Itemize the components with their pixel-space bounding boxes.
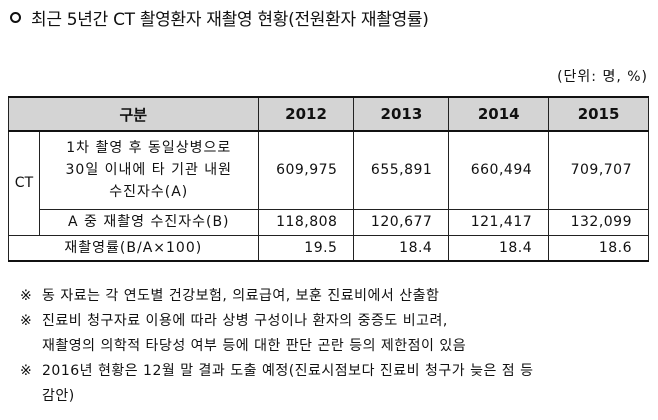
row-label-line: 수진자수(A) <box>109 184 189 201</box>
footnote-line: 동 자료는 각 연도별 건강보험, 의료급여, 보훈 진료비에서 산출함 <box>42 288 440 304</box>
footnote-line: 2016년 현황은 12월 말 결과 도출 예정(진료시점보다 진료비 청구가 … <box>42 363 534 379</box>
row-label-line: 30일 이내에 타 기관 내원 <box>65 162 233 179</box>
header-year: 2013 <box>353 96 450 132</box>
table-row: CT 1차 촬영 후 동일상병으로 30일 이내에 타 기관 내원 수진자수(A… <box>8 130 649 236</box>
header-category: 구분 <box>8 96 259 132</box>
row-label: A 중 재촬영 수진자수(B) <box>38 208 259 236</box>
row-label: 재촬영률(B/A×100) <box>8 234 259 262</box>
statistics-table: 구분 2012 2013 2014 2015 CT 1차 촬영 후 동일상병으로… <box>8 96 649 262</box>
table-row: A 중 재촬영 수진자수(B) 118,808 120,677 121,417 … <box>9 208 649 236</box>
table-cell: 19.5 <box>257 234 355 262</box>
reference-mark-icon: ※ <box>20 288 33 304</box>
circle-bullet-icon <box>10 11 21 23</box>
table-cell: 121,417 <box>448 208 550 236</box>
header-year: 2012 <box>257 96 355 132</box>
footnotes: ※ 동 자료는 각 연도별 건강보험, 의료급여, 보훈 진료비에서 산출함 ※… <box>20 284 534 409</box>
footnote-line: 진료비 청구자료 이용에 따라 상병 구성이나 환자의 중증도 비고려, <box>42 313 448 329</box>
table-cell: 18.4 <box>448 234 550 262</box>
footnote: ※ 진료비 청구자료 이용에 따라 상병 구성이나 환자의 중증도 비고려, 재… <box>20 309 534 359</box>
table-cell: 660,494 <box>448 130 550 210</box>
footnote: ※ 2016년 현황은 12월 말 결과 도출 예정(진료시점보다 진료비 청구… <box>20 359 534 409</box>
heading-text: 최근 5년간 CT 촬영환자 재촬영 현황(전원환자 재촬영률) <box>31 9 429 30</box>
table-cell: 709,707 <box>548 130 649 210</box>
report-heading: 최근 5년간 CT 촬영환자 재촬영 현황(전원환자 재촬영률) <box>10 4 429 30</box>
header-year: 2014 <box>448 96 550 132</box>
table-cell: 655,891 <box>353 130 450 210</box>
footnote-line: 감안) <box>42 388 75 404</box>
reference-mark-icon: ※ <box>20 363 33 379</box>
table-row: 재촬영률(B/A×100) 19.5 18.4 18.4 18.6 <box>8 234 649 262</box>
footnote: ※ 동 자료는 각 연도별 건강보험, 의료급여, 보훈 진료비에서 산출함 <box>20 284 534 309</box>
header-year: 2015 <box>548 96 649 132</box>
table-cell: 118,808 <box>257 208 355 236</box>
row-label-line: 1차 촬영 후 동일상병으로 <box>66 140 232 157</box>
unit-label: (단위: 명, %) <box>557 69 648 85</box>
footnote-line: 재촬영의 의학적 타당성 여부 등에 대한 판단 곤란 등의 제한점이 있음 <box>42 338 467 354</box>
table-cell: 120,677 <box>353 208 450 236</box>
table-cell: 18.6 <box>548 234 649 262</box>
table-header-row: 구분 2012 2013 2014 2015 <box>8 96 649 132</box>
row-label: 1차 촬영 후 동일상병으로 30일 이내에 타 기관 내원 수진자수(A) <box>38 130 259 210</box>
table-cell: 132,099 <box>548 208 649 236</box>
reference-mark-icon: ※ <box>20 313 33 329</box>
table-cell: 609,975 <box>257 130 355 210</box>
table-cell: 18.4 <box>353 234 450 262</box>
group-label: CT <box>8 130 40 236</box>
